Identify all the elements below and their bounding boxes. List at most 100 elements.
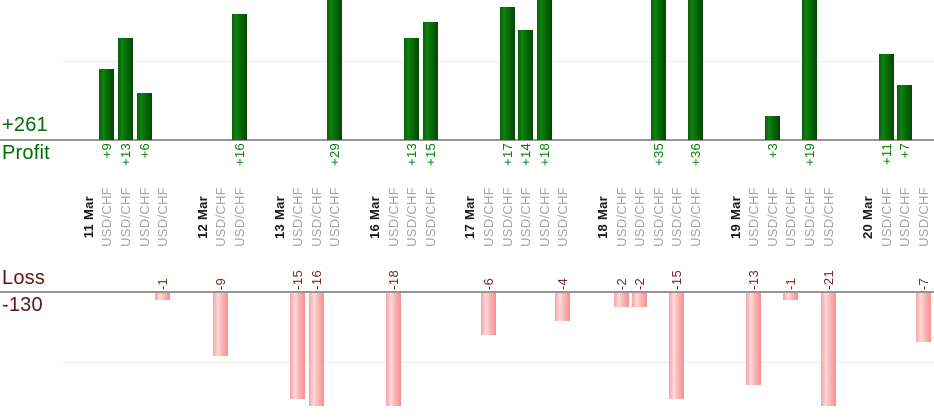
profit-bar <box>136 92 152 140</box>
date-label: 17 Mar <box>462 195 478 239</box>
bar-value-label: +15 <box>422 143 438 166</box>
loss-bar <box>632 293 648 308</box>
bar-value-label-anchor: -1 <box>153 210 172 290</box>
bar-value-label-anchor: +18 <box>535 143 554 215</box>
bar-value-label: +9 <box>99 143 115 159</box>
profit-total-label: +261 <box>2 114 48 136</box>
bar-value-label-anchor: -2 <box>630 210 649 290</box>
bar-value-label-anchor: -1 <box>782 210 801 290</box>
date-label: 11 Mar <box>80 195 96 239</box>
date-label-anchor: 18 Mar <box>593 182 612 252</box>
bar-value-label-anchor: -2 <box>612 210 631 290</box>
bar-value-label-anchor: +29 <box>326 143 345 215</box>
bar-value-label: +11 <box>878 143 894 165</box>
loss-bar <box>820 293 836 406</box>
bar-value-label-anchor: -6 <box>479 210 498 290</box>
bar-value-label-anchor: -13 <box>744 210 763 290</box>
loss-bar <box>481 293 496 336</box>
profit-bar <box>650 0 666 140</box>
profit-bar <box>802 0 817 140</box>
loss-bar <box>155 293 171 301</box>
date-label-anchor: 19 Mar <box>726 182 745 252</box>
date-label-anchor: 12 Mar <box>193 182 212 252</box>
bar-value-label: +16 <box>231 143 247 166</box>
date-label-anchor: 13 Mar <box>270 182 289 252</box>
date-label: 16 Mar <box>366 195 382 239</box>
loss-bar <box>783 293 799 301</box>
bar-value-label: +19 <box>801 143 817 166</box>
loss-bar <box>746 293 762 385</box>
bar-value-label-anchor: +19 <box>800 143 819 215</box>
loss-axis-label: Loss <box>2 267 46 289</box>
date-label: 19 Mar <box>727 195 743 239</box>
bar-value-label: +14 <box>518 143 534 166</box>
loss-gridline <box>63 362 934 363</box>
bar-value-label-anchor: +11 <box>877 143 896 215</box>
bar-value-label-anchor: +14 <box>516 143 535 215</box>
loss-bar <box>385 293 401 406</box>
profit-bar <box>118 37 133 140</box>
profit-gridline <box>63 61 934 62</box>
bar-value-label-anchor: -7 <box>914 210 933 290</box>
bar-value-label-anchor: +9 <box>98 143 117 215</box>
bar-value-label-anchor: -4 <box>554 210 573 290</box>
bar-value-label: +35 <box>650 143 666 166</box>
date-label-anchor: 16 Mar <box>365 182 384 252</box>
profit-bar <box>688 0 703 140</box>
loss-baseline <box>0 291 934 293</box>
date-label-anchor: 11 Mar <box>79 182 98 252</box>
bar-value-label: -18 <box>385 270 401 290</box>
loss-bar <box>213 293 229 357</box>
profit-bar <box>422 22 438 140</box>
bar-value-label: +18 <box>536 143 552 166</box>
bar-value-label: +17 <box>499 143 515 166</box>
profit-bar <box>536 0 552 140</box>
bar-value-label: +13 <box>404 143 420 166</box>
bar-value-label: -16 <box>308 270 324 290</box>
bar-value-label: -15 <box>669 270 685 290</box>
loss-bar <box>290 293 306 399</box>
profit-axis-label: Profit <box>2 142 50 164</box>
bar-value-label-anchor: -16 <box>307 210 326 290</box>
bar-value-label: -2 <box>632 277 648 290</box>
bar-value-label-anchor: +7 <box>896 143 915 215</box>
bar-value-label: +36 <box>687 143 703 166</box>
bar-value-label: -15 <box>290 270 306 290</box>
profit-bar <box>99 69 115 140</box>
profit-bar <box>897 85 913 140</box>
bar-value-label: -6 <box>480 277 496 290</box>
bar-value-label: -9 <box>213 277 229 290</box>
bar-value-label-anchor: -15 <box>668 210 687 290</box>
bar-value-label: -13 <box>746 270 762 290</box>
date-label: 13 Mar <box>271 195 287 239</box>
bar-value-label-anchor: -15 <box>288 210 307 290</box>
bar-value-label: -21 <box>820 270 836 290</box>
profit-bar <box>764 116 780 140</box>
bar-value-label-anchor: +3 <box>763 143 782 215</box>
bar-value-label-anchor: +13 <box>116 143 135 215</box>
bar-value-label-anchor: +6 <box>135 143 154 215</box>
bar-value-label-anchor: +17 <box>498 143 517 215</box>
profit-bar <box>878 53 894 140</box>
bar-value-label: +7 <box>897 143 913 159</box>
profit-bar <box>518 30 534 140</box>
loss-bar <box>916 293 931 343</box>
bar-value-label: +13 <box>117 143 133 166</box>
date-label-anchor: 20 Mar <box>858 182 877 252</box>
loss-total-label: -130 <box>2 294 43 316</box>
bar-value-label-anchor: +13 <box>402 143 421 215</box>
loss-bar <box>555 293 571 322</box>
bar-value-label: -1 <box>783 277 799 290</box>
bar-value-label: +29 <box>327 143 343 166</box>
loss-bar <box>669 293 685 399</box>
date-label: 12 Mar <box>194 195 210 239</box>
bar-value-label: -1 <box>155 277 171 290</box>
loss-bar <box>308 293 324 406</box>
profit-bar <box>232 14 247 140</box>
profit-bar <box>499 6 515 140</box>
bar-value-label-anchor: -9 <box>212 210 231 290</box>
bar-value-label: -2 <box>613 277 629 290</box>
bar-value-label-anchor: +35 <box>649 143 668 215</box>
date-label: 20 Mar <box>860 195 876 239</box>
